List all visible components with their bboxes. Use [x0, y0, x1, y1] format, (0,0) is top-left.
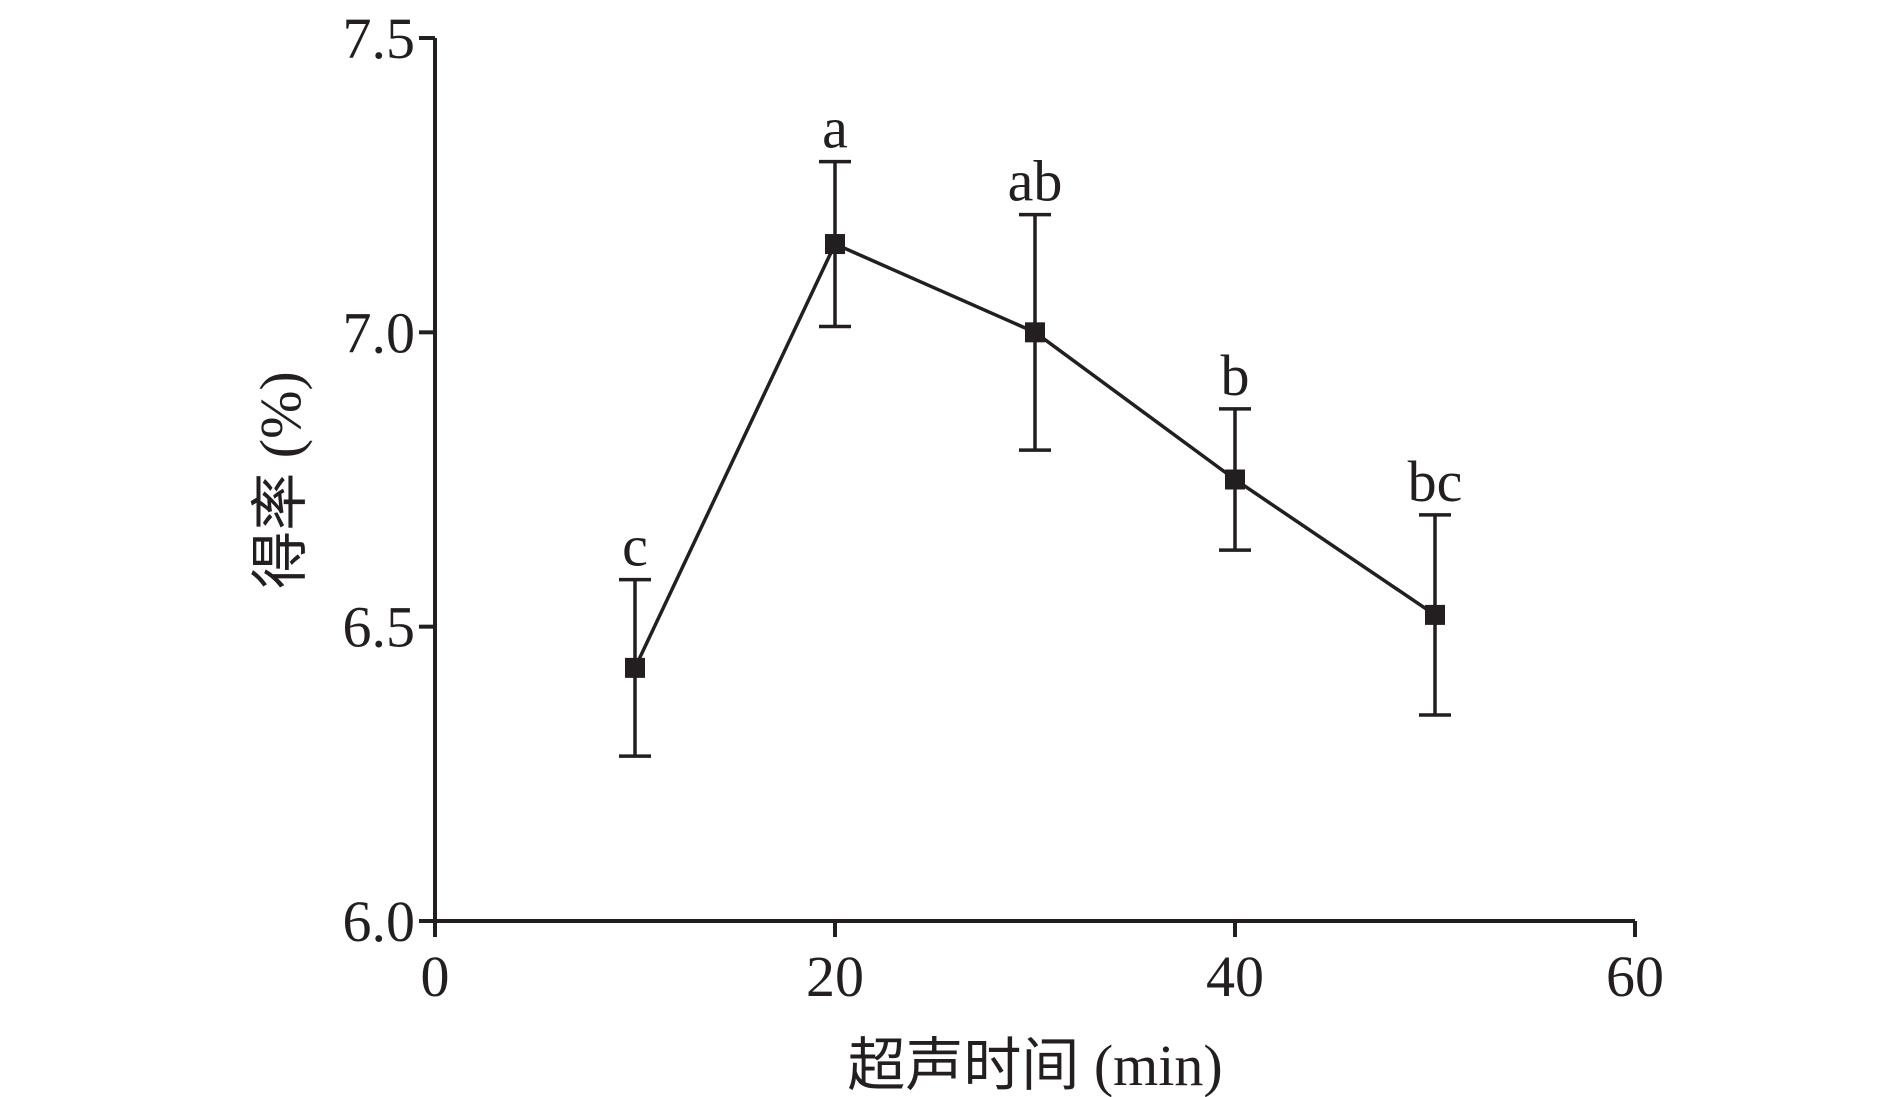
significance-label: b	[1221, 343, 1250, 408]
x-tick-label: 60	[1606, 944, 1664, 1009]
y-tick-label: 7.5	[343, 6, 416, 71]
significance-label: c	[622, 514, 648, 579]
significance-label: a	[822, 96, 848, 161]
x-tick-label: 20	[806, 944, 864, 1009]
significance-label: ab	[1008, 149, 1063, 214]
x-axis-label: 超声时间 (min)	[847, 1033, 1222, 1097]
y-axis-label: 得率 (%)	[248, 371, 313, 588]
data-series: c a ab b bc	[619, 96, 1463, 758]
data-point	[825, 234, 845, 255]
significance-label: bc	[1408, 449, 1463, 514]
y-tick-label: 6.5	[343, 595, 416, 660]
y-tick-label: 7.0	[343, 300, 416, 365]
data-point	[1025, 322, 1045, 343]
data-point	[1225, 469, 1245, 490]
axes	[433, 38, 1635, 923]
x-tick-label: 40	[1206, 944, 1264, 1009]
y-tick-label: 6.0	[343, 889, 416, 954]
data-point	[1425, 604, 1445, 625]
axis-ticks: 0 20 40 60 6.0 6.5 7.0 7.5	[343, 6, 1665, 1009]
data-point	[625, 657, 645, 678]
x-tick-label: 0	[421, 944, 450, 1009]
